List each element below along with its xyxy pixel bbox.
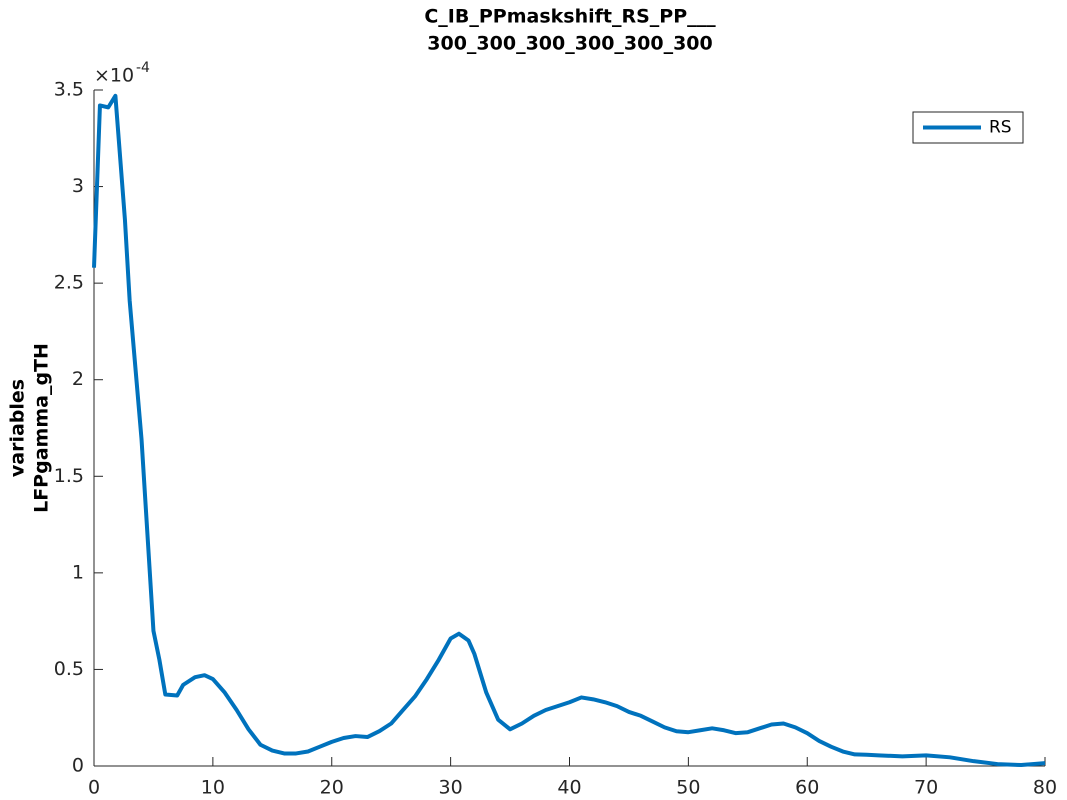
- data-line: [92, 93, 1046, 768]
- x-tick-label: 60: [795, 777, 819, 799]
- x-tick-label: 10: [201, 777, 225, 799]
- x-tick-label: 80: [1033, 777, 1057, 799]
- y-exponent-power: -4: [136, 60, 150, 76]
- x-tick-label: 70: [914, 777, 938, 799]
- y-tick-label: 0: [72, 755, 84, 777]
- y-axis-label: LFPgamma_gTH: [31, 343, 53, 513]
- x-tick-label: 50: [676, 777, 700, 799]
- x-tick-label: 0: [88, 777, 100, 799]
- y-tick-label: 0.5: [54, 658, 84, 680]
- y-tick-label: 2: [72, 368, 84, 390]
- y-exponent-base: ×10: [94, 65, 134, 87]
- y-axis-label: variables: [7, 379, 29, 477]
- x-tick-label: 20: [320, 777, 344, 799]
- y-tick-label: 3.5: [54, 79, 84, 101]
- chart-title: 300_300_300_300_300_300: [427, 33, 712, 55]
- y-tick-label: 1.5: [54, 465, 84, 487]
- x-tick-label: 30: [439, 777, 463, 799]
- chart-title: C_IB_PPmaskshift_RS_PP___: [424, 6, 716, 28]
- legend-label: RS: [989, 118, 1012, 138]
- y-tick-label: 3: [72, 175, 84, 197]
- y-tick-label: 1: [72, 561, 84, 583]
- y-tick-label: 2.5: [54, 272, 84, 294]
- x-tick-label: 40: [557, 777, 581, 799]
